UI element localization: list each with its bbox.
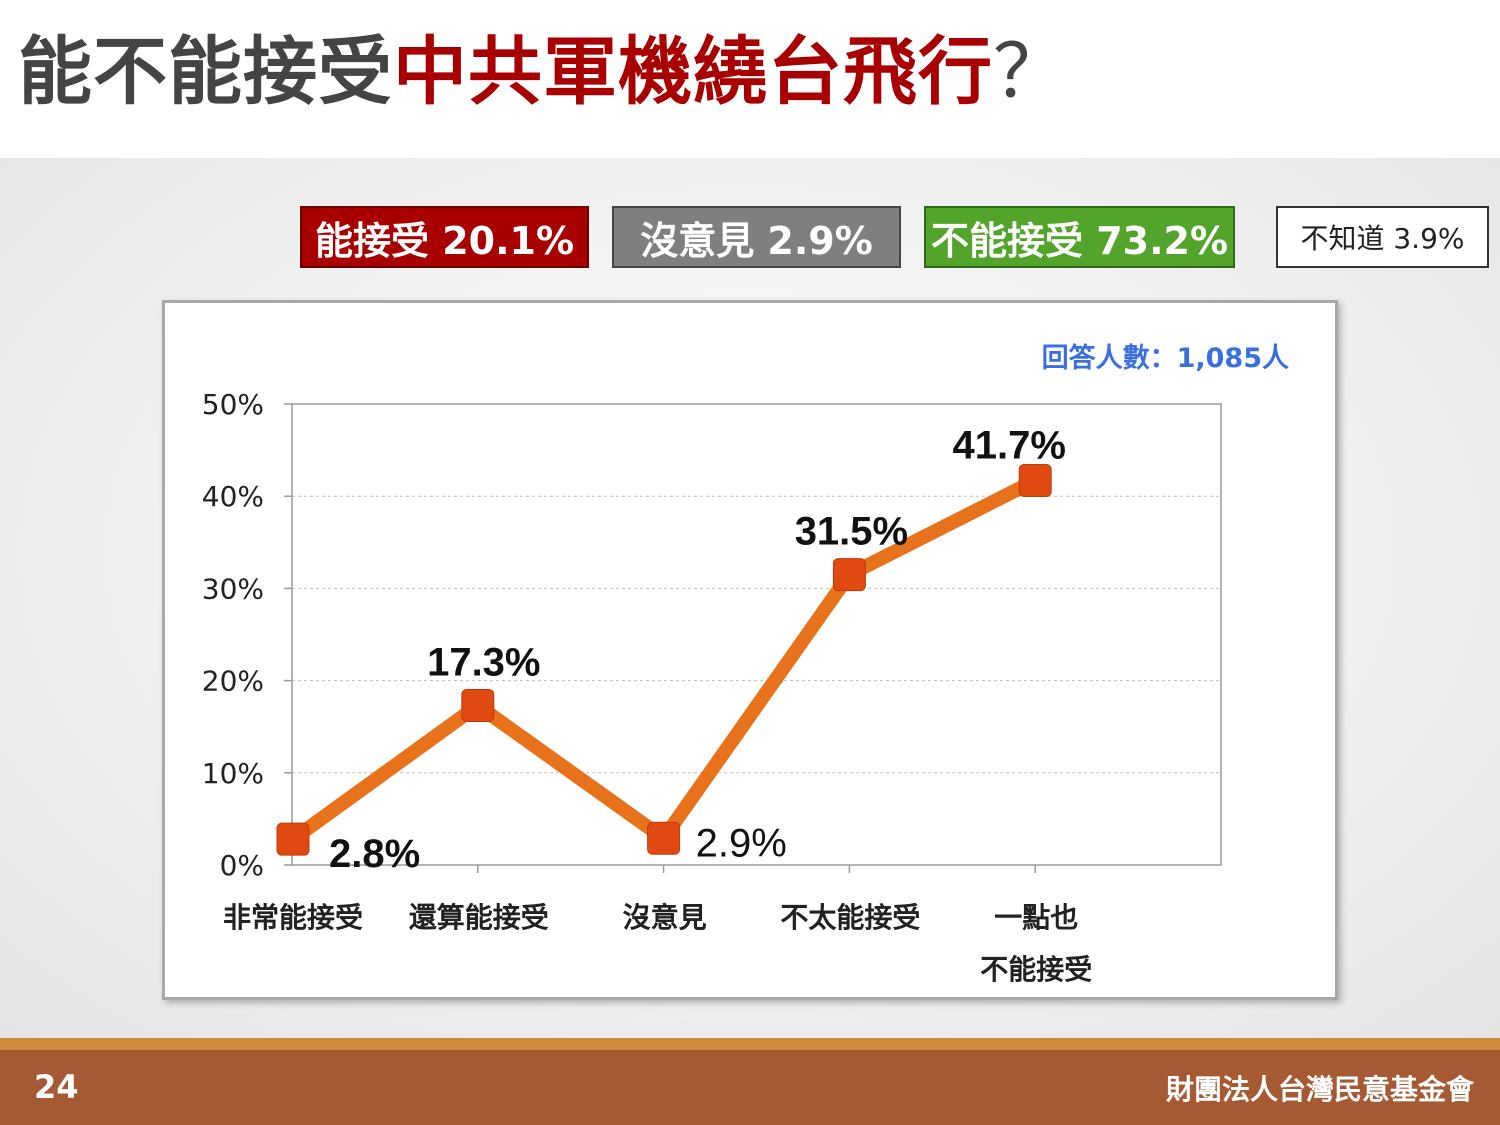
y-tick-label: 50% — [202, 388, 264, 421]
chart-frame: 0% 10% 20% 30% 40% 50% 2.8% 17.3% 2.9% 31.5% 41.7%… — [162, 300, 1338, 1000]
data-label: 41.7% — [952, 424, 1065, 468]
organization-name: 財團法人台灣民意基金會 — [1165, 1073, 1474, 1106]
category-label: 沒意見 — [623, 901, 707, 934]
data-point-3 — [832, 558, 866, 592]
title-bar: 能不能接受中共軍機繞台飛行？ — [0, 0, 1500, 158]
category-label: 不太能接受 — [780, 901, 920, 934]
data-label: 17.3% — [427, 640, 540, 684]
title-question-mark: ？ — [993, 29, 1068, 115]
page-number: 24 — [34, 1068, 79, 1106]
line-chart: 0% 10% 20% 30% 40% 50% 2.8% 17.3% 2.9% 31.5% 41.7%… — [202, 342, 1289, 986]
plot-area — [291, 403, 1222, 866]
data-point-2 — [647, 821, 681, 855]
summary-accept-box: 能接受 20.1% — [300, 206, 589, 268]
data-point-0 — [276, 822, 310, 856]
y-tick-label: 30% — [202, 572, 264, 605]
data-label: 2.9% — [696, 821, 787, 865]
footer-stripe — [0, 1038, 1500, 1050]
y-tick-label: 20% — [202, 665, 264, 698]
summary-dont-know-box: 不知道 3.9% — [1276, 206, 1489, 268]
y-tick-label: 10% — [202, 757, 264, 790]
category-label: 不能接受 — [980, 953, 1092, 986]
data-point-4 — [1018, 464, 1052, 498]
data-label: 31.5% — [795, 510, 908, 554]
respondents-count: 回答人數：1,085人 — [1042, 342, 1289, 374]
summary-no-opinion-box: 沒意見 2.9% — [612, 206, 901, 268]
summary-reject-box: 不能接受 73.2% — [924, 206, 1235, 268]
title-part-red: 中共軍機繞台飛行 — [393, 29, 993, 115]
page-title: 能不能接受中共軍機繞台飛行？ — [18, 28, 1068, 117]
data-label: 2.8% — [329, 832, 420, 876]
footer-bar — [0, 1050, 1500, 1125]
category-label: 非常能接受 — [223, 901, 363, 934]
y-tick-label: 0% — [220, 849, 264, 882]
title-part-gray: 能不能接受 — [18, 29, 393, 115]
category-label: 還算能接受 — [409, 901, 549, 934]
category-label: 一點也 — [994, 901, 1078, 934]
y-tick-label: 40% — [202, 480, 264, 513]
data-point-1 — [461, 688, 495, 722]
